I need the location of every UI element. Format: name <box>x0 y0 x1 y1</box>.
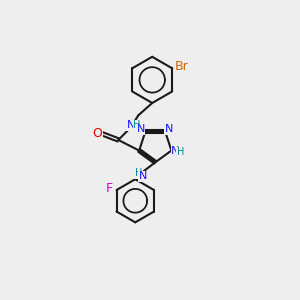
Text: O: O <box>93 127 103 140</box>
Text: N: N <box>127 120 135 130</box>
Text: N: N <box>171 146 179 156</box>
Text: H: H <box>133 120 140 130</box>
Text: N: N <box>139 171 147 181</box>
Text: N: N <box>165 124 173 134</box>
Text: Br: Br <box>175 60 188 73</box>
Text: N: N <box>136 124 145 134</box>
Text: H: H <box>135 168 142 178</box>
Text: H: H <box>177 147 184 157</box>
Text: F: F <box>105 182 112 195</box>
